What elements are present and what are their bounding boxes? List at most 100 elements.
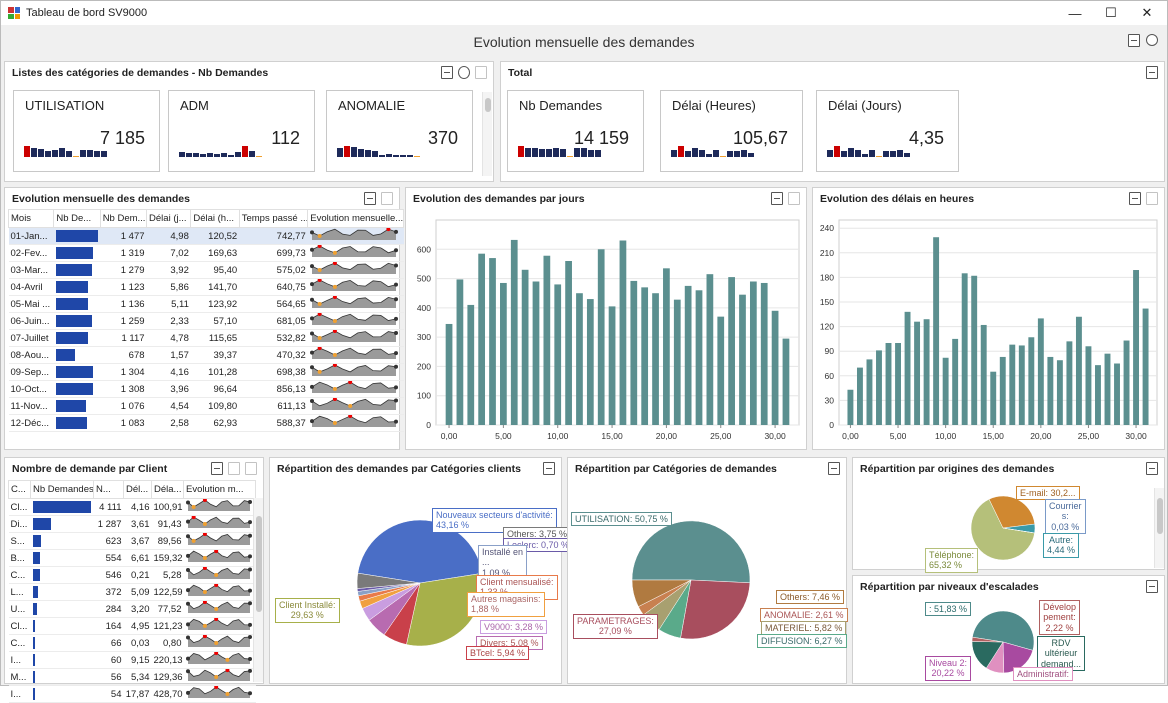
clear-filter-icon[interactable] — [788, 192, 800, 205]
chart-bar[interactable] — [866, 359, 873, 425]
chart-bar[interactable] — [904, 311, 911, 425]
minimize-button[interactable]: — — [1068, 5, 1082, 21]
chart-bar[interactable] — [942, 357, 949, 425]
card-anomalie[interactable]: ANOMALIE 370 — [326, 90, 473, 172]
delays-bar-chart[interactable]: 0 30 60 90 120 150 180 210 240 0,00 5,00 10,00 15,00… — [813, 210, 1164, 450]
chart-bar[interactable] — [532, 281, 540, 426]
chart-bar[interactable] — [1133, 270, 1140, 425]
chart-bar[interactable] — [1095, 365, 1101, 425]
chart-bar[interactable] — [1056, 360, 1063, 425]
pie-slice[interactable] — [970, 498, 1035, 561]
table-row[interactable]: B... 554 6,61 159,32 — [8, 549, 256, 567]
chart-bar[interactable] — [619, 240, 627, 426]
table-row[interactable]: C... 546 0,21 5,28 — [8, 566, 256, 584]
chart-bar[interactable] — [684, 285, 692, 425]
chart-bar[interactable] — [586, 299, 594, 425]
export-icon[interactable] — [1146, 66, 1158, 79]
clear-filter-icon[interactable] — [228, 462, 240, 475]
table-row[interactable]: 08-Aou... 678 1,57 39,37 470,32 — [8, 346, 404, 364]
table-row[interactable]: S... 623 3,67 89,56 — [8, 532, 256, 550]
clients-scrollbar[interactable] — [253, 498, 263, 682]
chart-bar[interactable] — [885, 343, 892, 425]
column-header[interactable]: Evolution mensuelle... — [307, 209, 404, 228]
chart-bar[interactable] — [554, 284, 562, 425]
pie-chart-escalades[interactable] — [853, 576, 1166, 684]
layers-icon[interactable] — [458, 66, 470, 79]
chart-bar[interactable] — [630, 280, 638, 425]
chart-bar[interactable] — [489, 258, 496, 425]
chart-bar[interactable] — [597, 249, 605, 425]
drill-up-icon[interactable] — [245, 462, 257, 475]
chart-bar[interactable] — [445, 323, 453, 425]
export-icon[interactable] — [543, 462, 555, 475]
close-button[interactable]: ✕ — [1141, 5, 1153, 20]
chart-bar[interactable] — [641, 287, 649, 425]
card-nb-demandes[interactable]: Nb Demandes 14 159 — [507, 90, 644, 172]
chart-bar[interactable] — [1009, 344, 1016, 425]
column-header[interactable]: Délai (h... — [190, 209, 240, 228]
pie-chart-origins[interactable] — [853, 458, 1153, 570]
chart-bar[interactable] — [728, 277, 735, 425]
export-icon[interactable] — [441, 66, 453, 79]
chart-bar[interactable] — [952, 338, 959, 425]
table-row[interactable]: C... 66 0,03 0,80 — [8, 634, 256, 652]
card-adm[interactable]: ADM 112 — [168, 90, 315, 172]
chart-bar[interactable] — [1104, 353, 1111, 425]
chart-bar[interactable] — [717, 316, 725, 425]
column-header[interactable]: N... — [93, 480, 124, 499]
chart-bar[interactable] — [1123, 340, 1130, 425]
chart-bar[interactable] — [782, 338, 790, 425]
chart-bar[interactable] — [1037, 318, 1044, 425]
table-row[interactable]: 06-Juin... 1 259 2,33 57,10 681,05 — [8, 312, 404, 330]
table-row[interactable]: 09-Sep... 1 304 4,16 101,28 698,38 — [8, 363, 404, 381]
settings-icon[interactable] — [1146, 34, 1158, 46]
chart-bar[interactable] — [565, 261, 572, 425]
pie-slice[interactable] — [631, 579, 692, 607]
days-bar-chart[interactable]: 0 100 200 300 400 500 600 0,00 5,00 10,00 15,00 20,… — [406, 210, 806, 450]
card-delai-heures[interactable]: Délai (Heures) 105,67 — [660, 90, 803, 172]
column-header[interactable]: Délai (j... — [146, 209, 192, 228]
pie-slice[interactable] — [1002, 641, 1034, 674]
export-icon[interactable] — [828, 462, 840, 475]
chart-bar[interactable] — [500, 282, 507, 425]
table-row[interactable]: Di... 1 287 3,61 91,43 — [8, 515, 256, 533]
column-header[interactable]: Evolution m... — [183, 480, 256, 499]
export-icon[interactable] — [1146, 580, 1158, 593]
chart-bar[interactable] — [608, 306, 616, 425]
pie-slice[interactable] — [680, 579, 751, 640]
export-icon[interactable] — [211, 462, 223, 475]
chart-bar[interactable] — [856, 367, 863, 425]
table-row[interactable]: I... 54 17,87 428,70 — [8, 685, 256, 703]
chart-bar[interactable] — [990, 371, 997, 425]
chart-bar[interactable] — [543, 255, 551, 425]
pie-chart-categories[interactable] — [568, 458, 848, 685]
column-header[interactable]: C... — [8, 480, 31, 499]
card-utilisation[interactable]: UTILISATION 7 185 — [13, 90, 160, 172]
export-icon[interactable] — [1146, 462, 1158, 475]
chart-bar[interactable] — [663, 268, 670, 425]
table-row[interactable]: 10-Oct... 1 308 3,96 96,64 856,13 — [8, 380, 404, 398]
pie-slice[interactable] — [972, 610, 1035, 651]
column-header[interactable]: Nb Demandes — [30, 480, 94, 499]
chart-bar[interactable] — [760, 282, 768, 425]
chart-bar[interactable] — [923, 319, 930, 425]
chart-bar[interactable] — [478, 253, 486, 425]
pie-slice[interactable] — [971, 636, 1004, 643]
chart-bar[interactable] — [1047, 356, 1054, 425]
card-delai-jours[interactable]: Délai (Jours) 4,35 — [816, 90, 959, 172]
origins-scrollbar[interactable] — [1154, 488, 1164, 568]
table-row[interactable]: 05-Mai ... 1 136 5,11 123,92 564,65 — [8, 295, 404, 313]
table-row[interactable]: 01-Jan... 1 477 4,98 120,52 742,77 — [8, 227, 404, 245]
chart-bar[interactable] — [971, 275, 978, 425]
chart-bar[interactable] — [739, 294, 746, 425]
chart-bar[interactable] — [576, 293, 583, 425]
clear-filter-icon[interactable] — [381, 192, 393, 205]
pie-slice[interactable] — [631, 520, 751, 584]
pie-slice[interactable] — [1002, 527, 1035, 534]
chart-bar[interactable] — [652, 293, 659, 425]
chart-bar[interactable] — [456, 279, 464, 425]
table-row[interactable]: 12-Déc... 1 083 2,58 62,93 588,37 — [8, 414, 404, 432]
column-header[interactable]: Nb De... — [53, 209, 101, 228]
chart-bar[interactable] — [673, 299, 681, 425]
export-icon[interactable] — [1128, 34, 1140, 47]
